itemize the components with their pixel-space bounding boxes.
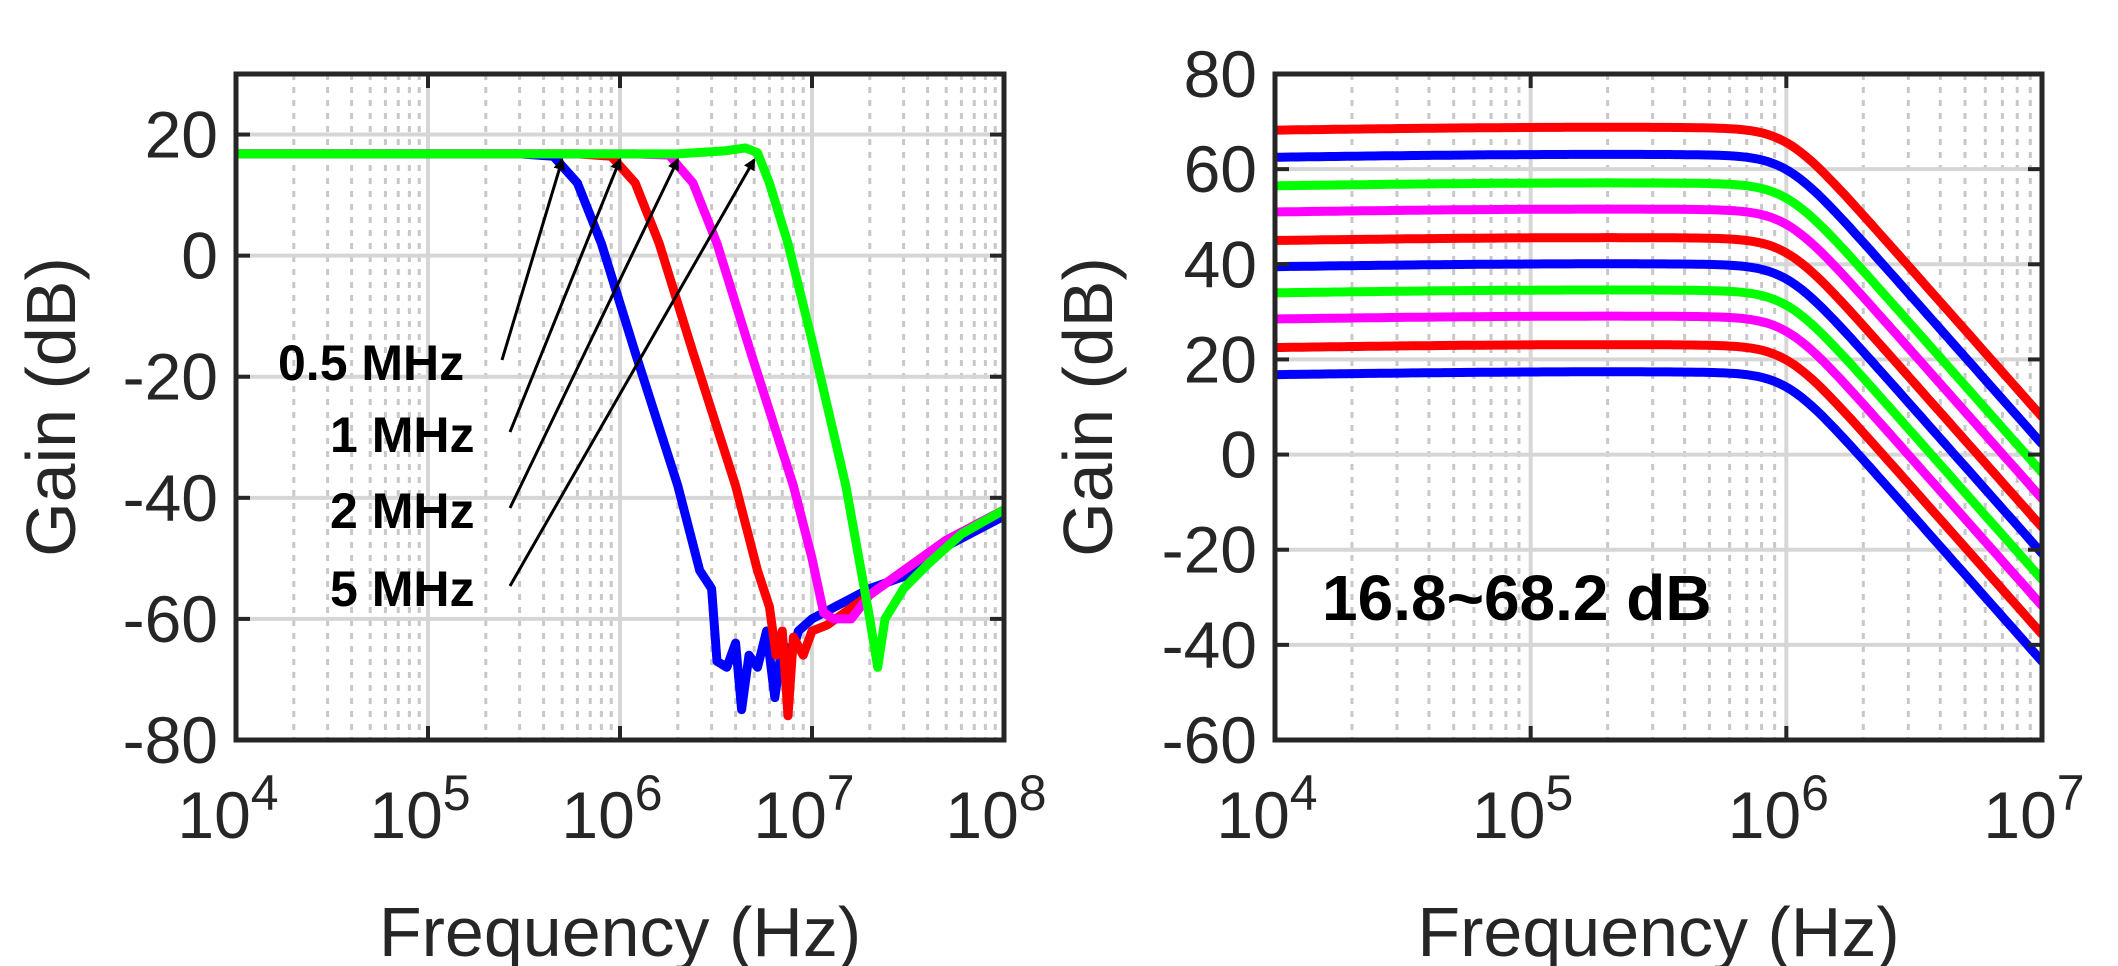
left-y-tick-label: -20 <box>123 340 218 414</box>
right-y-tick-label: 60 <box>1184 132 1257 206</box>
left-y-tick-labels: 20 0 -20 -40 -60 -80 <box>123 98 1004 777</box>
left-x-tick-label: 108 <box>945 765 1046 852</box>
annotation-arrow <box>508 158 756 587</box>
series-line-gain-2 <box>1275 340 2042 639</box>
right-x-axis-label: Frequency (Hz) <box>1417 893 1899 966</box>
left-grid <box>236 74 1004 740</box>
annotation-arrow <box>500 157 566 361</box>
series-line-gain-9 <box>1275 149 2042 449</box>
left-y-tick-label: -60 <box>123 582 218 656</box>
left-y-tick-label: 20 <box>145 98 218 172</box>
right-y-tick-labels: 80 60 40 20 0 -20 -40 -60 <box>1162 37 2042 777</box>
series-line-gain-7 <box>1275 204 2042 504</box>
right-y-tick-label: 20 <box>1184 322 1257 396</box>
series-line-gain-5 <box>1275 259 2042 558</box>
left-y-axis-label: Gain (dB) <box>12 257 90 557</box>
left-x-tick-label: 105 <box>369 765 470 852</box>
series-line-5-MHz <box>236 143 1004 672</box>
right-x-tick-label: 106 <box>1728 765 1829 852</box>
right-x-tick-label: 105 <box>1472 765 1573 852</box>
right-x-tick-label: 104 <box>1216 765 1317 852</box>
right-y-tick-label: 0 <box>1220 418 1257 492</box>
right-y-tick-label: 80 <box>1184 37 1257 111</box>
left-annotation-arrows <box>500 157 756 587</box>
left-x-axis-label: Frequency (Hz) <box>379 893 861 966</box>
right-y-tick-label: 40 <box>1184 227 1257 301</box>
right-plot-frame <box>1272 71 2045 743</box>
series-line-gain-8 <box>1275 178 2042 477</box>
right-y-tick-label: -60 <box>1162 703 1257 777</box>
annotation-label: 1 MHz <box>330 407 474 463</box>
series-line-0-5-MHz <box>236 149 1004 715</box>
left-x-tick-label: 104 <box>177 765 278 852</box>
left-y-tick-label: -40 <box>123 461 218 535</box>
right-chart: 80 60 40 20 0 -20 -40 -60 104 105 106 107 16.8~68.… <box>1049 37 2085 966</box>
series-line-gain-6 <box>1275 233 2042 532</box>
annotation-label: 2 MHz <box>330 483 474 539</box>
right-y-tick-label: -20 <box>1162 513 1257 587</box>
left-y-tick-label: 0 <box>181 219 218 293</box>
annotation-arrow <box>508 157 622 433</box>
right-y-axis-label: Gain (dB) <box>1049 257 1127 557</box>
left-y-tick-label: -80 <box>123 703 218 777</box>
series-line-gain-4 <box>1275 285 2042 584</box>
series-line-gain-10 <box>1275 122 2042 422</box>
series-line-1-MHz <box>236 149 1004 721</box>
left-annotations: 0.5 MHz 1 MHz 2 MHz 5 MHz <box>278 335 474 617</box>
left-x-tick-label: 107 <box>753 765 854 852</box>
left-x-tick-label: 106 <box>561 765 662 852</box>
right-y-tick-label: -40 <box>1162 608 1257 682</box>
right-grid <box>1275 74 2042 740</box>
left-x-tick-labels: 104 105 106 107 108 <box>177 74 1047 852</box>
annotation-arrow <box>508 157 680 509</box>
right-x-tick-labels: 104 105 106 107 <box>1216 74 2085 852</box>
left-chart: 200-20-40-60-80 104 105 106 107 108 0.5 MHz1… <box>12 71 1047 966</box>
series-line-gain-1 <box>1275 367 2042 666</box>
right-x-tick-label: 107 <box>1983 765 2084 852</box>
annotation-label: 0.5 MHz <box>278 335 464 391</box>
gain-range-annotation: 16.8~68.2 dB <box>1322 562 1712 634</box>
series-line-gain-3 <box>1275 311 2042 611</box>
right-series <box>1275 122 2042 666</box>
annotation-label: 5 MHz <box>330 561 474 617</box>
